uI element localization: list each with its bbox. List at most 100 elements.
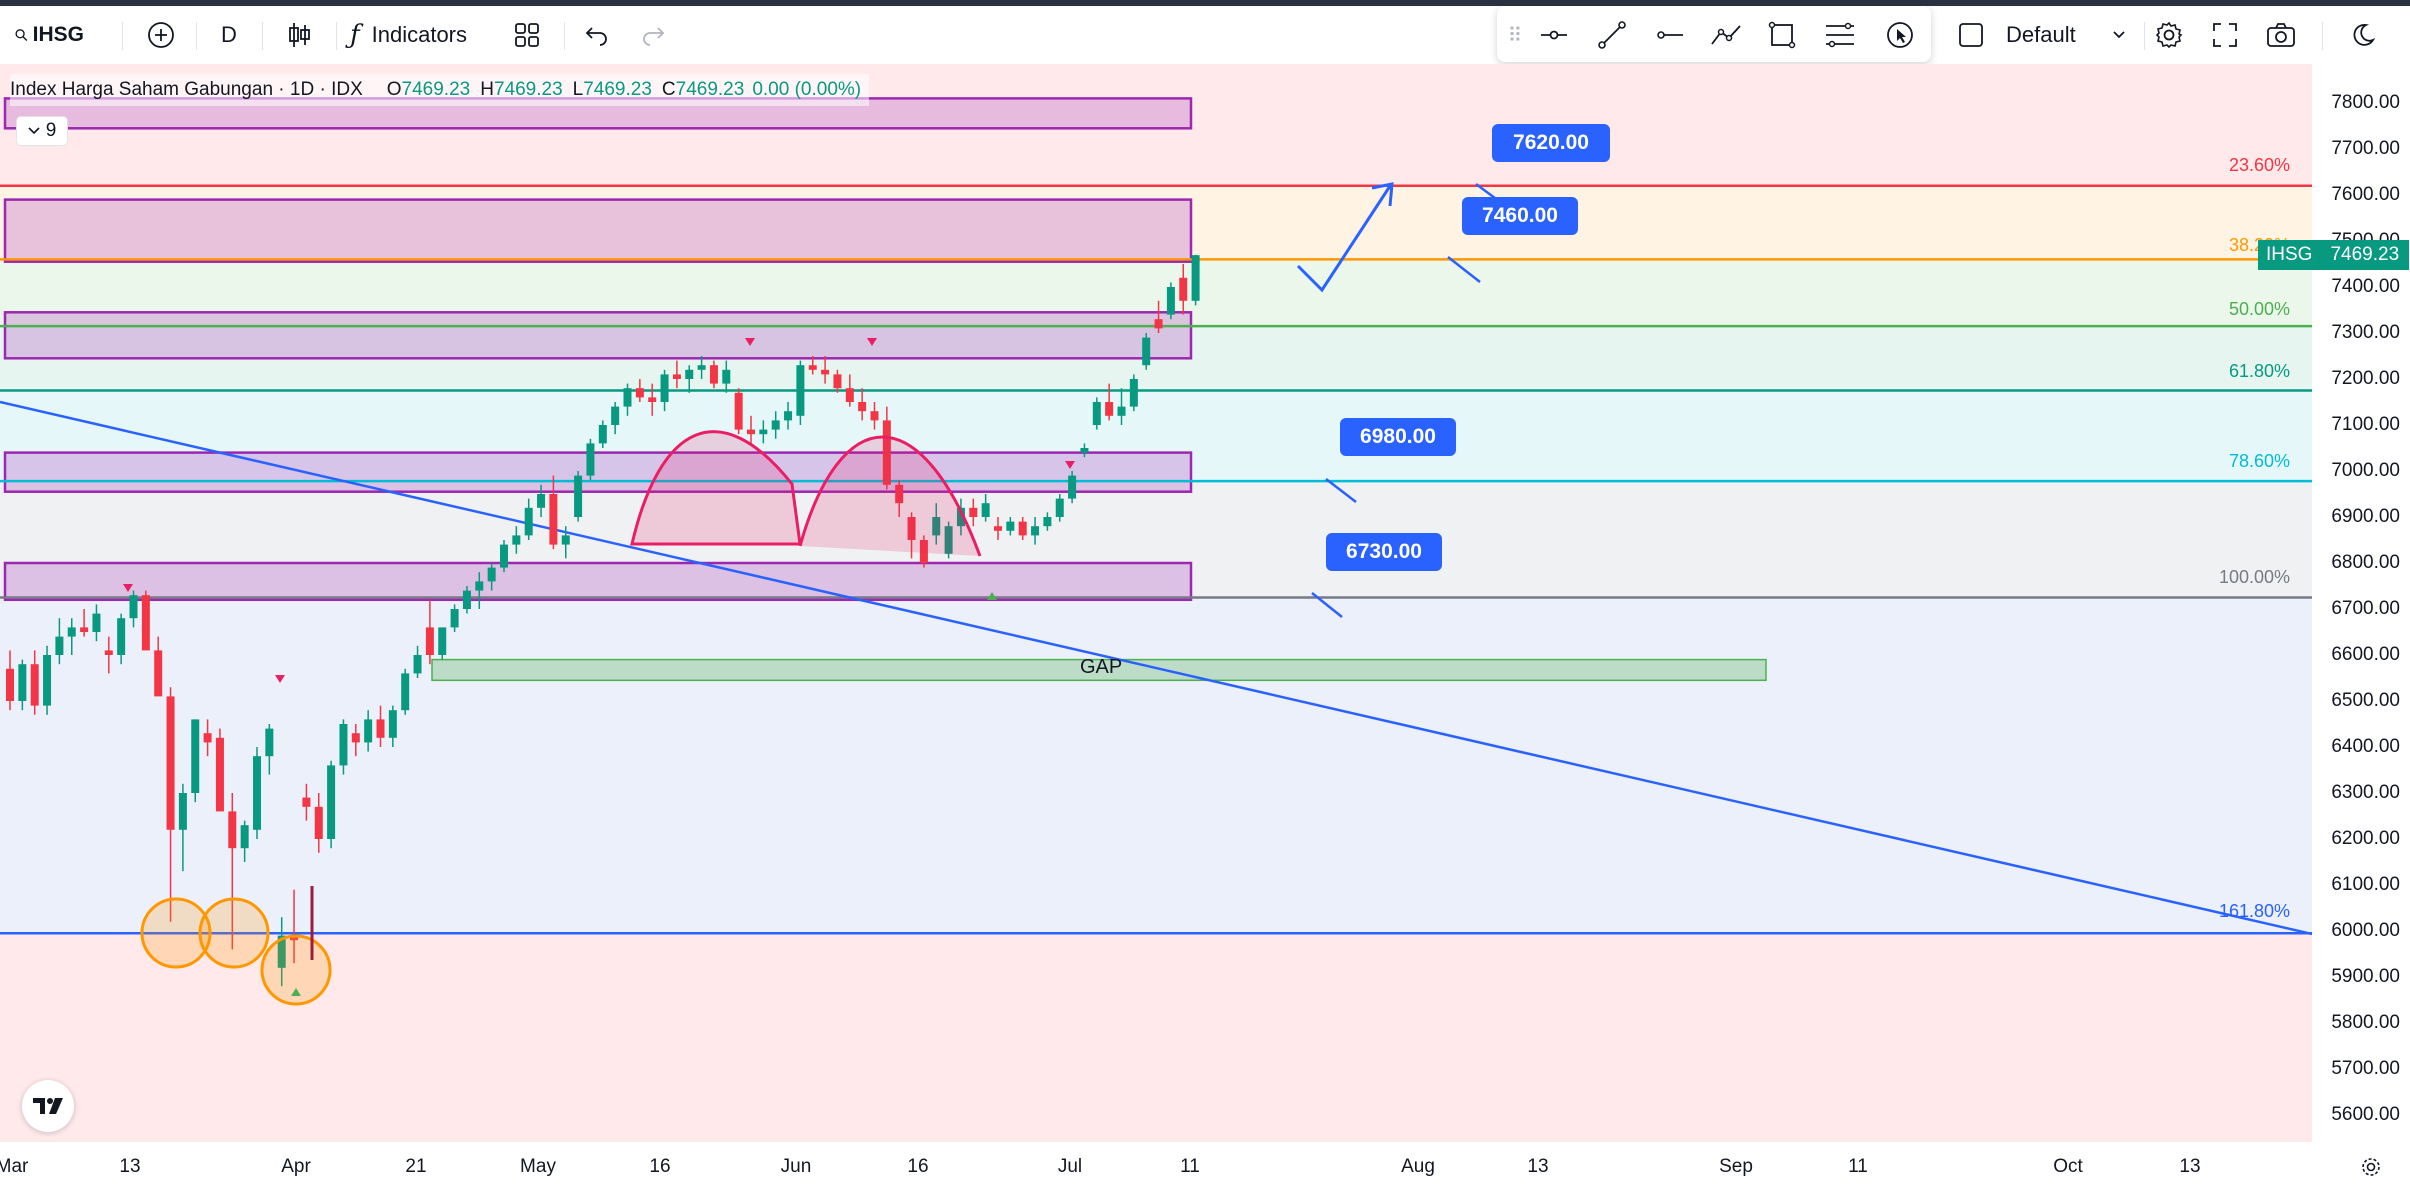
fib-retracement-tool[interactable] [1815,12,1865,58]
price-tick-label: 6900.00 [2331,506,2400,527]
candle-body [1179,277,1188,301]
interval-button[interactable]: D [206,12,252,58]
last-price-value: 7469.23 [2320,240,2410,270]
candle-body [253,756,261,830]
indicators-collapse-button[interactable]: 9 [16,116,68,146]
path-tool[interactable] [1701,12,1751,58]
drag-handle-icon[interactable]: ⠿ [1507,24,1523,47]
candle-body [1092,402,1101,425]
candle-body [1018,521,1027,536]
candle-body [1117,406,1126,416]
candle [821,356,830,384]
candle [796,360,805,425]
candle [339,719,348,775]
price-scale[interactable]: 7800.007700.007600.007500.007400.007300.… [2312,64,2410,1142]
candle [129,590,138,628]
time-tick-label: May [520,1156,556,1177]
time-tick-label: Apr [281,1156,311,1177]
candle [907,512,916,559]
tradingview-logo[interactable] [22,1080,74,1132]
layout-select[interactable]: Default [2006,12,2126,58]
candle [1129,374,1138,412]
visibility-toggle-button[interactable] [1948,12,1994,58]
fib-band [0,259,2312,327]
separator [2144,22,2145,50]
undo-button[interactable] [574,12,620,58]
candle-body [549,494,558,545]
layout-label: Default [2006,22,2076,47]
candle-body [981,503,990,517]
price-tick-label: 7200.00 [2331,368,2400,389]
candle-body [1080,448,1089,453]
signal-marker-up [987,592,997,600]
callout-pointer [1325,478,1357,503]
cursor-mode-tool[interactable] [1875,12,1925,58]
candle-body [598,425,607,444]
horizontal-line-tool[interactable] [1645,12,1695,58]
candle [1154,300,1163,333]
price-tick-label: 6400.00 [2331,736,2400,757]
chart-type-button[interactable] [276,12,322,58]
candle-body [327,765,336,839]
candle-body [944,526,953,554]
settings-button[interactable] [2146,12,2192,58]
candle [895,480,904,517]
time-tick-label: 11 [1848,1156,1868,1177]
candle-body [178,793,187,830]
candle-body [191,719,200,793]
horizontal-ray-icon [1541,30,1567,40]
candle-body [1043,517,1052,527]
candle-body [438,627,447,655]
time-scale-settings-button[interactable] [2360,1156,2382,1183]
candle-body [956,507,965,527]
price-callout-6730[interactable]: 6730.00 [1326,533,1442,571]
fullscreen-button[interactable] [2202,12,2248,58]
time-tick-label: 16 [649,1156,671,1177]
projection-path [1296,185,1392,293]
indicators-button[interactable]: ƒ Indicators [350,12,490,58]
time-tick-label: Jul [1057,1156,1083,1177]
candle [784,402,793,430]
candle [932,503,941,545]
theme-toggle-button[interactable] [2340,12,2386,58]
price-tick-label: 7700.00 [2331,138,2400,159]
gap-zone-label: GAP [1080,656,1123,678]
price-tick-label: 7100.00 [2331,414,2400,435]
trend-line-tool[interactable] [1587,12,1637,58]
redo-button[interactable] [630,12,676,58]
screenshot-button[interactable] [2258,12,2304,58]
candle-body [302,797,311,807]
price-callout-7620[interactable]: 7620.00 [1492,124,1610,162]
candle-body [1031,526,1040,536]
candle [302,783,311,821]
support-circle [140,897,212,969]
price-tick-label: 5700.00 [2331,1058,2400,1079]
symbol-search-button[interactable]: IHSG [14,12,84,58]
candle-body [141,595,150,651]
candle-body [969,507,978,517]
legend-close-key: C [661,79,676,100]
compare-add-button[interactable] [138,12,184,58]
price-tick-label: 6500.00 [2331,690,2400,711]
candle-body [1105,402,1114,416]
candle [413,645,422,678]
candle-body [30,664,39,706]
time-scale[interactable]: Mar 13 Apr 21 May 16 Jun 16 Jul 11 Aug 13 Sep 11 Oct 13 [0,1142,2410,1191]
candle-body [722,369,731,384]
horizontal-ray-tool[interactable] [1529,12,1579,58]
fib-label-100: 100.00% [2218,567,2290,587]
trend-line-icon [1598,21,1626,49]
candle-body [882,420,891,485]
candle-body [932,517,941,536]
price-callout-6980[interactable]: 6980.00 [1340,418,1456,456]
chart-pane[interactable] [0,11,2313,1142]
rectangle-tool[interactable] [1757,12,1807,58]
fib-band [0,933,2312,1142]
candle [1006,517,1015,536]
candle [178,783,187,872]
templates-button[interactable] [504,12,550,58]
candle [166,687,175,922]
price-callout-7460[interactable]: 7460.00 [1462,197,1578,235]
legend-title: Index Harga Saham Gabungan · 1D · IDX [10,79,363,100]
